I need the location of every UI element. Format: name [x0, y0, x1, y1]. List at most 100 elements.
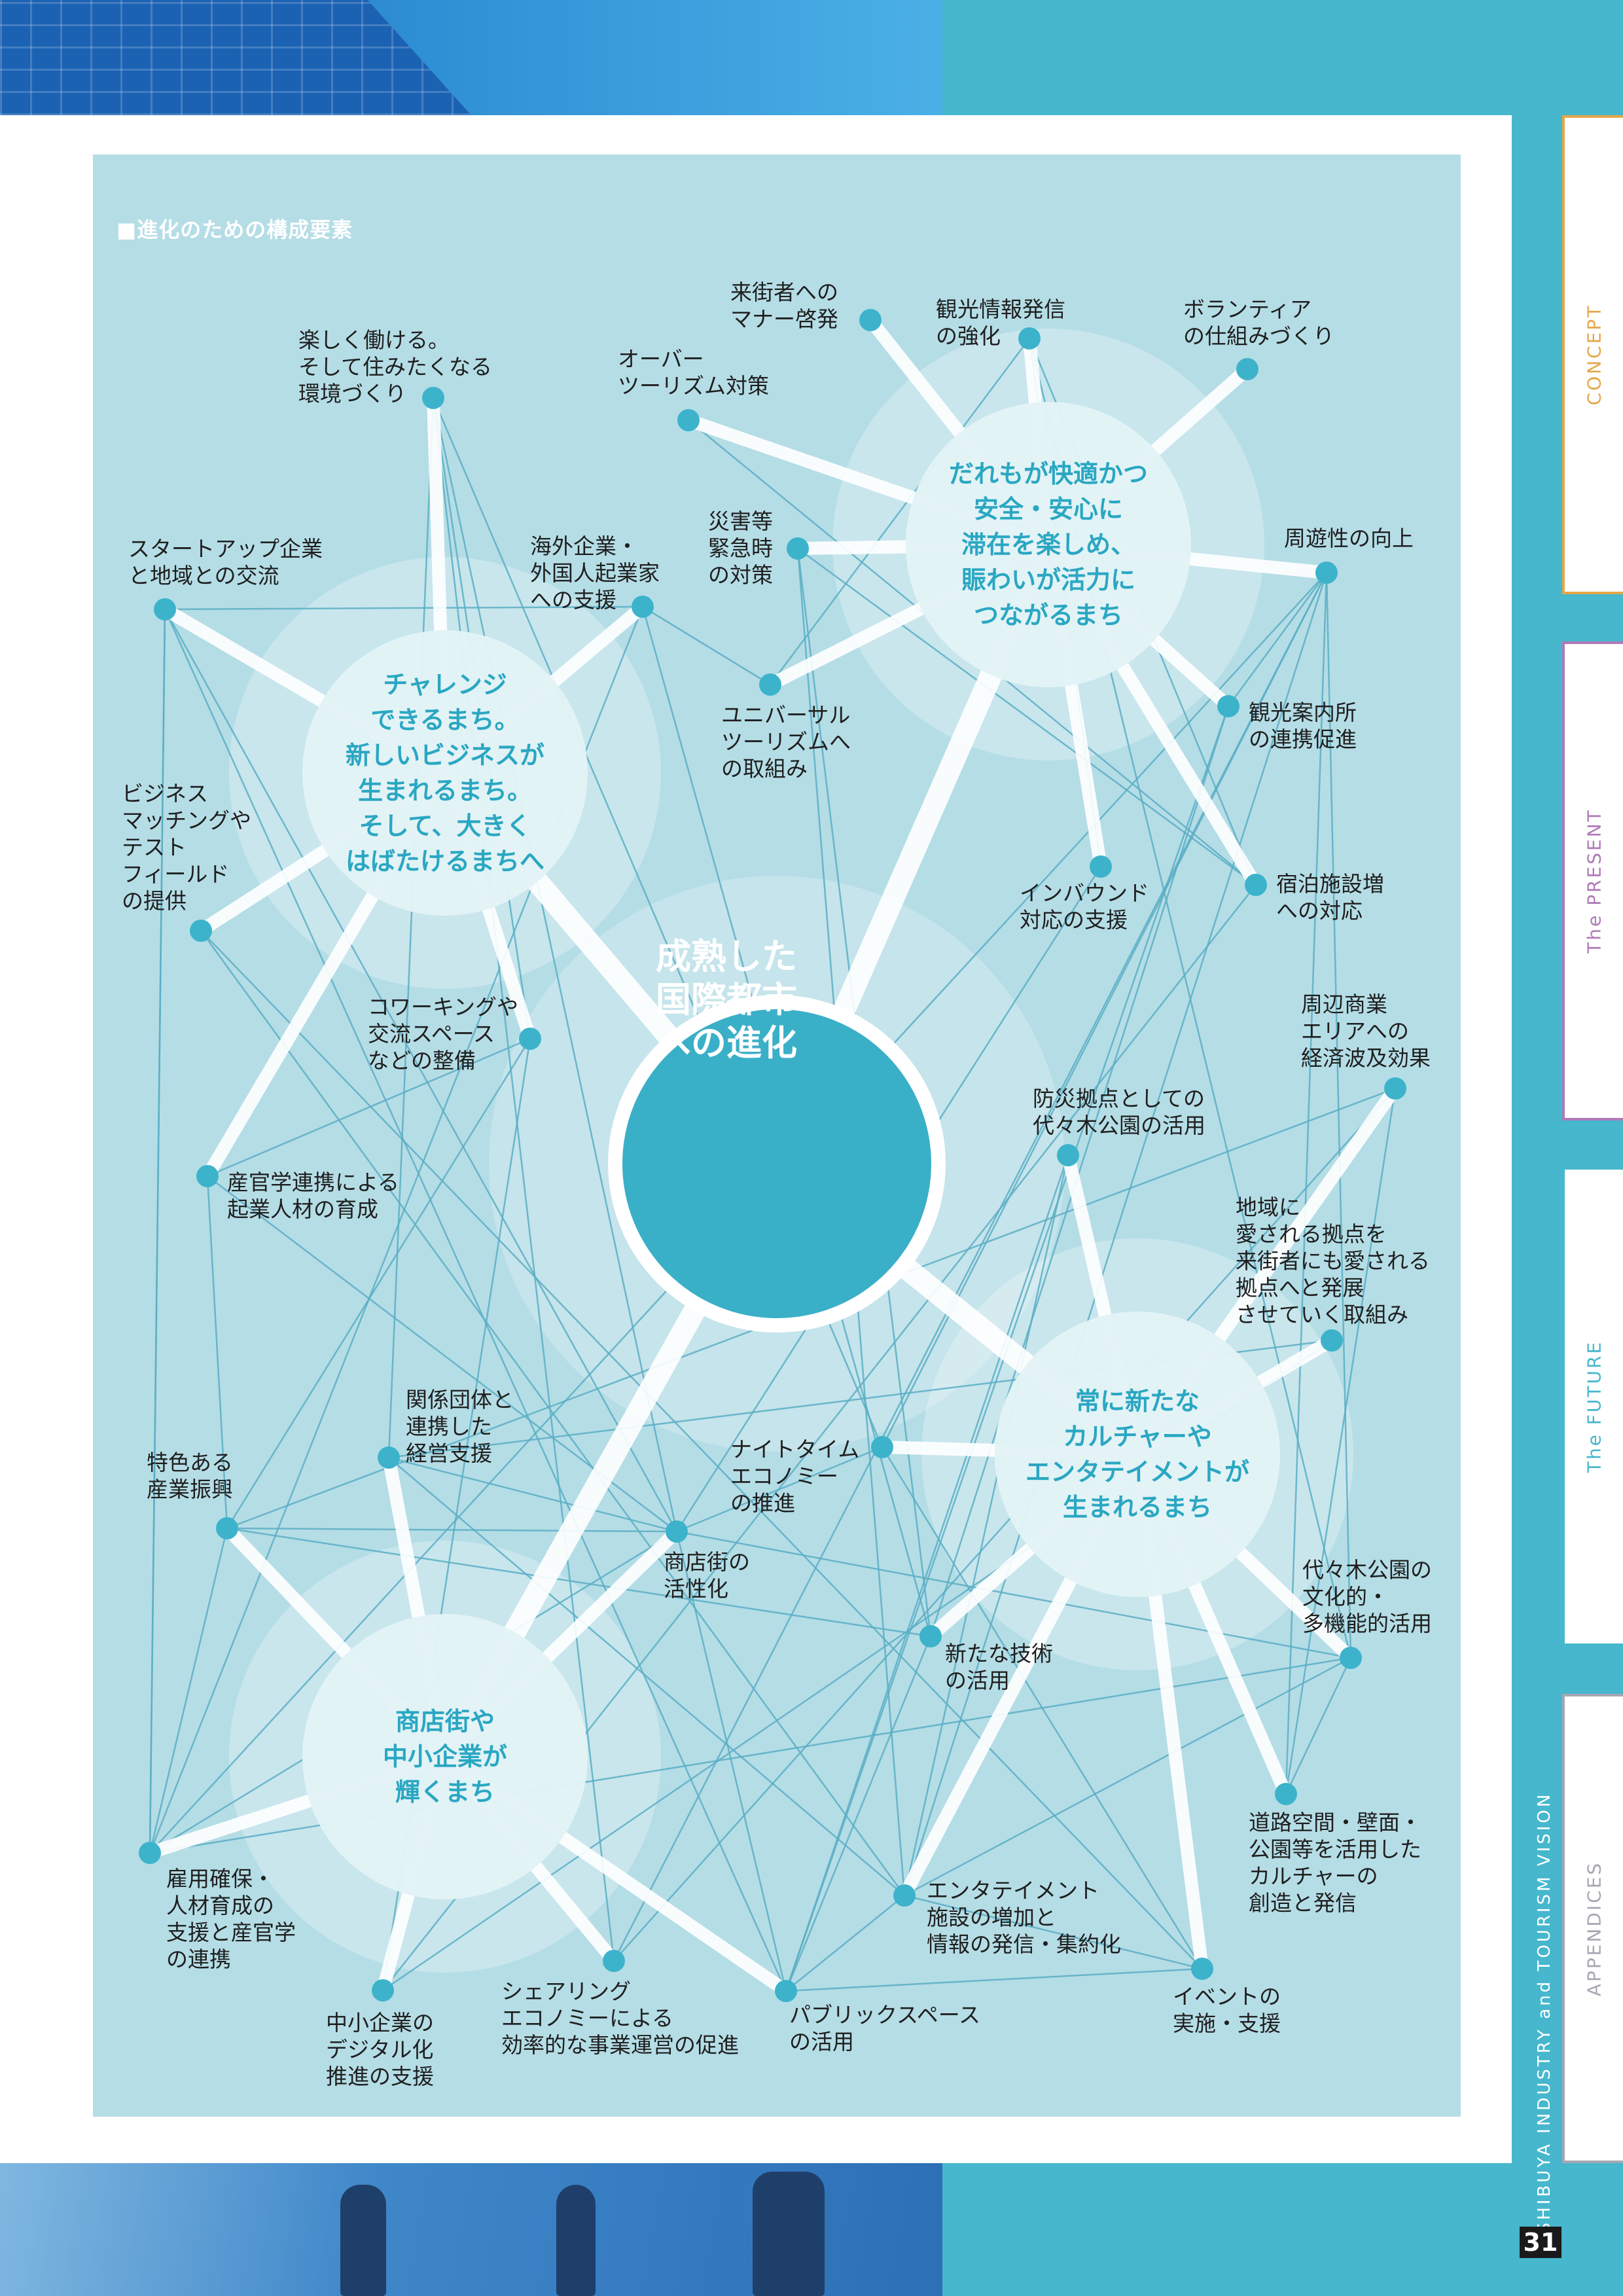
link-n32-n25 [785, 1967, 1203, 1992]
bottom-street-photo [0, 2163, 942, 2296]
link-n12-n14 [1227, 572, 1328, 707]
node-label-n13: ユニバーサル ツーリズムへ の取組み [721, 702, 851, 781]
node-label-n17: 周辺商業 エリアへの 経済波及効果 [1301, 992, 1431, 1071]
node-dot-n22 [919, 1625, 942, 1647]
node-dot-n5 [519, 1028, 541, 1050]
node-dot-n7 [859, 309, 882, 331]
hub-circle-culture [995, 1312, 1280, 1597]
node-dot-n17 [1384, 1077, 1406, 1100]
node-dot-n8 [1018, 327, 1041, 350]
node-dot-n19 [1321, 1329, 1343, 1352]
node-dot-n27 [216, 1517, 238, 1539]
node-label-n11: 災害等 緊急時 の対策 [708, 509, 773, 588]
hub-circle-comfort [906, 402, 1191, 687]
node-label-n18: 防災拠点としての 代々木公園の活用 [1033, 1086, 1205, 1138]
node-label-n14: 観光案内所 の連携促進 [1249, 700, 1357, 752]
tab-present[interactable]: The PRESENT [1562, 641, 1623, 1121]
node-dot-n15 [1090, 855, 1112, 878]
network-diagram [139, 309, 1406, 2002]
hub-circles [302, 402, 1280, 1899]
node-label-n30: 中小企業の デジタル化 推進の支援 [326, 2010, 434, 2089]
node-label-n29: 雇用確保・ 人材育成の 支援と産官学 の連携 [166, 1866, 296, 1972]
link-n29-n2 [149, 609, 166, 1854]
link-n12-n21 [1325, 572, 1352, 1659]
node-label-n8: 観光情報発信 の強化 [936, 296, 1065, 349]
tab-appendices-label: APPENDICES [1583, 1861, 1605, 1996]
link-n2-n28 [164, 609, 678, 1532]
node-dot-n4 [190, 920, 212, 942]
node-dots [139, 309, 1406, 2002]
node-label-n4: ビジネス マッチングや テスト フィールド の提供 [122, 781, 251, 914]
node-label-n32: パブリックスペース の活用 [789, 2002, 981, 2054]
node-label-n7: 来街者への マナー啓発 [730, 279, 838, 332]
hub-circle-challenge [302, 630, 588, 916]
node-label-n12: 周遊性の向上 [1284, 526, 1414, 551]
node-dot-n31 [603, 1950, 625, 1972]
link-n21-n24 [904, 1657, 1351, 1897]
node-dot-n9 [1236, 358, 1258, 380]
bottom-teal-band [942, 2163, 1512, 2296]
link-n6-n5 [207, 1037, 531, 1177]
link-n13-n8 [769, 338, 1031, 685]
node-dot-n1 [422, 387, 444, 409]
node-dot-n30 [372, 1979, 394, 2001]
link-n2-n32 [164, 609, 787, 1992]
link-n26-n28 [388, 1456, 677, 1533]
node-dot-n24 [893, 1884, 916, 1907]
node-label-n25: イベントの 実施・支援 [1173, 1984, 1281, 2036]
node-label-n9: ボランティア の仕組みづくり [1183, 296, 1334, 349]
node-dot-n14 [1217, 695, 1240, 717]
link-n27-n22 [226, 1527, 931, 1638]
node-label-n27: 特色ある 産業振興 [147, 1450, 233, 1502]
node-dot-n20 [871, 1436, 893, 1458]
node-dot-n13 [759, 673, 781, 696]
link-n17-n23 [1285, 1088, 1397, 1795]
link-n3-n13 [642, 605, 771, 686]
hub-label-comfort: だれもが快適かつ 安全・安心に 滞在を楽しめ、 賑わいが活力に つながるまち [948, 459, 1148, 630]
node-label-n22: 新たな技術 の活用 [945, 1641, 1053, 1693]
node-label-n24: エンタテイメント 施設の増加と 情報の発信・集約化 [927, 1878, 1121, 1957]
tab-future-label: The FUTURE [1583, 1340, 1605, 1473]
link-n28-n32 [675, 1531, 787, 1992]
core-label: 成熟した 国際都市 への進化 [656, 936, 797, 1064]
node-label-n26: 関係団体と 連携した 経営支援 [406, 1387, 514, 1466]
node-dot-n2 [154, 598, 176, 620]
core-circle [608, 995, 946, 1333]
node-dot-n11 [787, 537, 809, 560]
tab-future[interactable]: The FUTURE [1562, 1167, 1623, 1646]
tab-concept[interactable]: CONCEPT [1562, 115, 1623, 594]
hub-circle-shotengai [302, 1614, 588, 1899]
link-n12-n23 [1285, 572, 1328, 1795]
node-label-n21: 代々木公園の 文化的・ 多機能的活用 [1302, 1557, 1432, 1636]
node-label-n6: 産官学連携による 起業人材の育成 [227, 1170, 400, 1222]
core-fill [622, 1009, 931, 1318]
link-n27-n29 [149, 1528, 228, 1854]
node-dot-n10 [677, 409, 700, 431]
tab-appendices[interactable]: APPENDICES [1562, 1694, 1623, 2163]
link-n1-n26 [387, 397, 435, 1458]
link-n21-n28 [676, 1530, 1351, 1659]
node-label-n10: オーバー ツーリズム対策 [618, 346, 769, 399]
tab-concept-label: CONCEPT [1583, 304, 1605, 406]
node-label-n5: コワーキングや 交流スペース などの整備 [368, 994, 519, 1073]
link-n5-n27 [226, 1038, 531, 1529]
node-dot-n3 [632, 596, 654, 618]
page-number: 31 [1520, 2227, 1561, 2258]
node-label-n3: 海外企業・ 外国人起業家 への支援 [530, 533, 660, 613]
node-label-n1: 楽しく働ける。 そして住みたくなる 環境づくり [298, 327, 493, 406]
node-dot-n16 [1245, 874, 1267, 896]
node-dot-n18 [1057, 1144, 1079, 1166]
node-dot-n12 [1315, 562, 1338, 584]
link-n27-n28 [226, 1527, 677, 1533]
diagram-panel: ■進化のための構成要素 楽しく働ける。 そして住みたくなる 環境づくり スタートア… [93, 154, 1461, 2117]
link-n4-n24 [200, 930, 906, 1896]
link-n23-n21 [1285, 1657, 1352, 1795]
node-dot-n6 [196, 1165, 219, 1187]
link-n3-n2 [164, 605, 643, 611]
link-n12-n24 [903, 572, 1328, 1896]
node-label-n31: シェアリング エコノミーによる 効率的な事業運営の促進 [501, 1979, 739, 2058]
node-dot-n26 [378, 1446, 400, 1469]
node-dot-n29 [139, 1842, 161, 1864]
top-teal-band [942, 0, 1623, 115]
node-label-n20: ナイトタイム エコノミー の推進 [730, 1437, 860, 1516]
